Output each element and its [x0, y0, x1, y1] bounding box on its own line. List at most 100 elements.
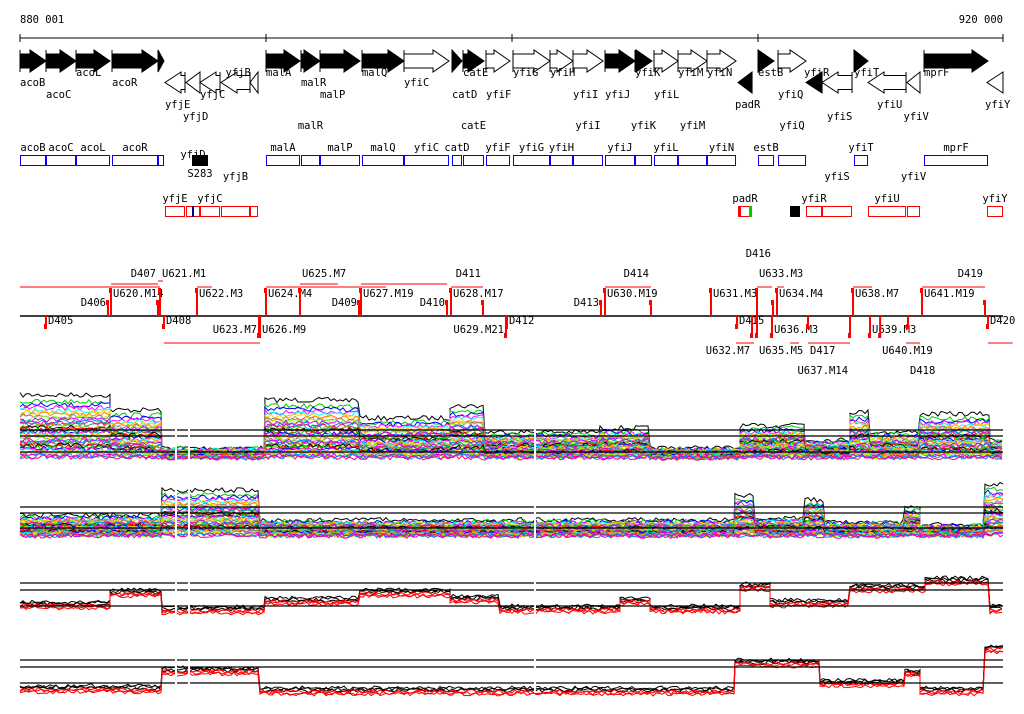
transcript-feature-label: D413	[574, 297, 599, 309]
transcript-feature-label: U636.M3	[774, 324, 818, 336]
gene-label: acoB	[20, 77, 45, 89]
transcript-feature-label: U635.M5	[759, 345, 803, 357]
transcript-boundary-tick	[450, 288, 453, 316]
gene-box-label: acoL	[80, 142, 105, 154]
transcript-boundary-marker	[848, 333, 852, 338]
forward-gene-arrow-icon	[111, 49, 159, 73]
transcript-feature-label: U633.M3	[759, 268, 803, 280]
gene-label: acoC	[46, 89, 71, 101]
forward-gene-box	[319, 155, 361, 166]
forward-gene-arrow-icon	[549, 49, 574, 73]
gene-label: yfiI	[573, 89, 598, 101]
forward-gene-box	[758, 155, 775, 166]
reverse-gene-arrow-icon	[867, 71, 907, 94]
gene-label: yfjB	[226, 67, 251, 79]
reverse-gene-arrow-icon	[164, 71, 186, 94]
gene-box-label: yfiL	[653, 142, 678, 154]
feature-marker-label: S283	[187, 168, 212, 180]
forward-gene-box	[20, 155, 47, 166]
transcript-boundary-marker	[44, 324, 48, 329]
transcript-boundary-marker	[735, 324, 739, 329]
ruler-end-label: 920 000	[959, 14, 1003, 26]
transcript-feature-label: D414	[624, 268, 649, 280]
reverse-gene-box	[806, 206, 823, 217]
transcript-boundary-tick	[751, 316, 754, 338]
transcript-boundary-tick	[298, 288, 301, 316]
transcript-feature-label: D405	[48, 315, 73, 327]
transcript-boundary-tick	[159, 288, 162, 316]
transcript-boundary-tick	[736, 316, 739, 329]
forward-gene-arrow-icon	[300, 49, 321, 73]
transcript-boundary-marker	[986, 324, 990, 329]
gene-label: yfiF	[486, 89, 511, 101]
transcript-boundary-tick	[987, 316, 990, 329]
forward-gene-box	[76, 155, 110, 166]
padr-end-marker	[749, 206, 753, 217]
gene-box-label: malP	[327, 142, 352, 154]
transcript-feature-label: D407	[131, 268, 156, 280]
transcript-boundary-marker	[770, 300, 774, 305]
transcript-boundary-marker	[503, 333, 507, 338]
reverse-gene-arrow-icon	[199, 71, 221, 94]
transcript-boundary-marker	[504, 324, 508, 329]
forward-gene-arrow-icon	[485, 49, 511, 73]
forward-gene-arrow-icon	[653, 49, 679, 73]
transcript-feature-label: U640.M19	[882, 345, 933, 357]
transcript-boundary-tick	[162, 316, 165, 329]
transcript-boundary-marker	[194, 288, 198, 293]
gene-box-label: yfiN	[709, 142, 734, 154]
transcript-boundary-marker	[158, 288, 162, 293]
transcript-boundary-marker	[106, 300, 110, 305]
transcript-feature-label: U626.M9	[262, 324, 306, 336]
reverse-gene-box	[250, 206, 259, 217]
forward-gene-box	[46, 155, 77, 166]
expression-panel-1	[19, 370, 1003, 468]
gene-box-label: yfiJ	[607, 142, 632, 154]
transcript-boundary-marker	[258, 333, 262, 338]
transcript-feature-label: U625.M7	[302, 268, 346, 280]
transcript-feature-label: U630.M19	[607, 288, 658, 300]
ruler-start-label: 880 001	[20, 14, 64, 26]
gene-box-label: yfiF	[485, 142, 510, 154]
transcript-feature-label: U637.M14	[797, 365, 848, 377]
forward-gene-arrow-icon	[706, 49, 737, 73]
reverse-gene-box	[868, 206, 907, 217]
transcript-boundary-marker	[155, 300, 159, 305]
gene-box-label: yfiT	[848, 142, 874, 154]
gene-box-label: yfiY	[982, 193, 1008, 205]
transcript-boundary-marker	[297, 288, 301, 293]
gene-label: malA	[266, 67, 292, 79]
forward-gene-arrow-icon	[572, 49, 604, 73]
gene-box-label: yfjB	[223, 171, 248, 183]
transcript-boundary-tick	[156, 300, 159, 316]
transcript-feature-label: U641.M19	[924, 288, 975, 300]
gene-label: yfiV	[904, 111, 930, 123]
transcript-track: D406 U620.M14 D407 U621.M1 U622.M3 U624.M4 U62…	[20, 248, 1015, 377]
gene-box-label: yfiU	[874, 193, 899, 205]
gene-label: malP	[320, 89, 345, 101]
transcript-feature-label: U624.M4	[268, 288, 312, 300]
forward-gene-box	[486, 155, 510, 166]
transcript-feature-label: D412	[509, 315, 534, 327]
padr-start-marker	[738, 206, 742, 217]
forward-gene-box	[654, 155, 679, 166]
transcript-boundary-tick	[849, 316, 852, 338]
gene-box-label: padR	[732, 193, 758, 205]
expression-trace	[19, 648, 1004, 696]
forward-gene-box	[924, 155, 989, 166]
feature-marker-block	[192, 155, 208, 166]
gene-box-label: estB	[753, 142, 778, 154]
gene-label: yfiG	[513, 67, 538, 79]
expression-panel-2	[19, 447, 1004, 546]
gene-box-label: acoC	[48, 142, 73, 154]
forward-gene-box	[111, 155, 158, 166]
transcript-boundary-marker	[708, 288, 712, 293]
gene-box-label: yfiQ	[779, 120, 804, 132]
transcript-boundary-marker	[109, 288, 113, 293]
gene-label: acoL	[76, 67, 101, 79]
forward-gene-arrow-icon	[677, 49, 708, 73]
transcript-boundary-marker	[598, 300, 602, 305]
transcript-boundary-tick	[599, 300, 602, 316]
transcript-feature-label: U639.M3	[872, 324, 916, 336]
